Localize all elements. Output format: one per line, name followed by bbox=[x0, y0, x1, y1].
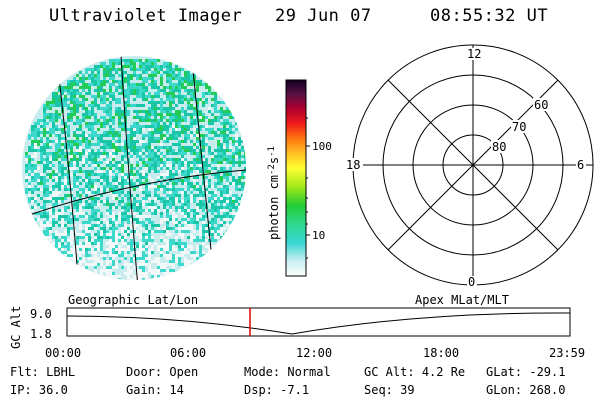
meridian-line bbox=[56, 59, 79, 279]
strip-x-tick: 12:00 bbox=[296, 346, 332, 360]
date-label: 29 Jun 07 bbox=[275, 6, 372, 26]
strip-left-title: Geographic Lat/Lon bbox=[68, 293, 198, 307]
info-flt: Flt: LBHL bbox=[10, 365, 76, 379]
colorbar-tick-label: 10 bbox=[312, 229, 325, 242]
info-dsp: Dsp: -7.1 bbox=[244, 383, 310, 397]
info-glon: GLon: 268.0 bbox=[486, 383, 566, 397]
strip-x-tick: 06:00 bbox=[170, 346, 206, 360]
strip-x-tick: 00:00 bbox=[45, 346, 81, 360]
polar-plot bbox=[352, 44, 594, 286]
info-mode: Mode: Normal bbox=[244, 365, 331, 379]
mlt-label-12: 12 bbox=[467, 47, 481, 61]
lat-label-60: 60 bbox=[534, 98, 548, 112]
strip-frame bbox=[66, 307, 571, 337]
diagonal-line bbox=[387, 79, 559, 251]
altitude-curve bbox=[66, 312, 571, 335]
color-scale bbox=[285, 79, 307, 277]
info-door: Door: Open bbox=[126, 365, 199, 379]
mlt-label-0: 0 bbox=[468, 275, 475, 289]
info-gc-alt: GC Alt: 4.2 Re bbox=[364, 365, 466, 379]
info-glat: GLat: -29.1 bbox=[486, 365, 566, 379]
info-ip: IP: 36.0 bbox=[10, 383, 68, 397]
orbit-strip: Geographic Lat/Lon Apex MLat/MLT GC Alt … bbox=[9, 293, 585, 360]
mlt-label-18: 18 bbox=[346, 158, 360, 172]
lat-label-70: 70 bbox=[512, 120, 526, 134]
strip-x-tick: 18:00 bbox=[423, 346, 459, 360]
time-label: 08:55:32 UT bbox=[430, 6, 549, 26]
strip-right-title: Apex MLat/MLT bbox=[415, 293, 509, 307]
meridian-line bbox=[192, 69, 214, 271]
strip-y-tick: 9.0 bbox=[30, 307, 52, 321]
strip-y-tick: 1.8 bbox=[30, 327, 52, 341]
parallel-line bbox=[22, 169, 246, 219]
meridian-line bbox=[120, 56, 139, 280]
colorbar-unit-label: photon cm-2s-1 bbox=[267, 146, 281, 240]
app-title: Ultraviolet Imager bbox=[49, 6, 243, 26]
strip-y-axis-label: GC Alt bbox=[9, 306, 23, 349]
colorbar-tick-label: 100 bbox=[312, 140, 332, 153]
disk-speckle bbox=[25, 59, 246, 280]
color-bar: 100 10 photon cm-2s-1 bbox=[267, 79, 332, 277]
info-seq: Seq: 39 bbox=[364, 383, 415, 397]
mlt-label-6: 6 bbox=[577, 158, 584, 172]
lat-label-80: 80 bbox=[492, 140, 506, 154]
uv-image-disk bbox=[22, 56, 246, 280]
strip-x-tick: 23:59 bbox=[549, 346, 585, 360]
info-gain: Gain: 14 bbox=[126, 383, 184, 397]
geographic-grid bbox=[22, 56, 246, 280]
